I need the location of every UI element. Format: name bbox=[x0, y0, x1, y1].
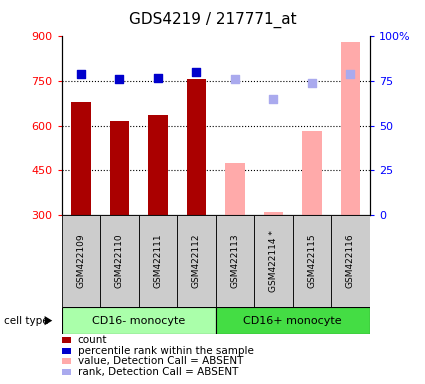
Text: GSM422116: GSM422116 bbox=[346, 234, 355, 288]
Text: value, Detection Call = ABSENT: value, Detection Call = ABSENT bbox=[78, 356, 243, 366]
Bar bbox=[225, 163, 244, 215]
Bar bbox=[62, 348, 71, 354]
Bar bbox=[331, 215, 370, 307]
Point bbox=[77, 71, 84, 77]
Text: CD16+ monocyte: CD16+ monocyte bbox=[244, 316, 342, 326]
Text: rank, Detection Call = ABSENT: rank, Detection Call = ABSENT bbox=[78, 367, 238, 377]
Text: GSM422115: GSM422115 bbox=[307, 234, 317, 288]
Point bbox=[347, 71, 354, 77]
Bar bbox=[62, 215, 100, 307]
Text: GSM422112: GSM422112 bbox=[192, 234, 201, 288]
Bar bbox=[62, 337, 71, 343]
Bar bbox=[341, 43, 360, 215]
Text: count: count bbox=[78, 335, 107, 345]
Point bbox=[270, 96, 277, 102]
Bar bbox=[110, 121, 129, 215]
Point bbox=[193, 69, 200, 75]
Polygon shape bbox=[45, 316, 52, 325]
Bar bbox=[215, 215, 254, 307]
Text: cell type: cell type bbox=[4, 316, 49, 326]
Text: percentile rank within the sample: percentile rank within the sample bbox=[78, 346, 254, 356]
Point bbox=[155, 74, 162, 81]
Bar bbox=[293, 215, 331, 307]
Bar bbox=[62, 358, 71, 364]
Text: CD16- monocyte: CD16- monocyte bbox=[92, 316, 185, 326]
Text: GSM422111: GSM422111 bbox=[153, 234, 162, 288]
Point bbox=[116, 76, 123, 83]
Bar bbox=[302, 131, 322, 215]
Bar bbox=[187, 79, 206, 215]
Bar bbox=[148, 115, 167, 215]
Text: GSM422113: GSM422113 bbox=[230, 234, 239, 288]
Bar bbox=[139, 215, 177, 307]
Bar bbox=[177, 215, 215, 307]
Bar bbox=[100, 215, 139, 307]
Bar bbox=[62, 307, 215, 334]
Bar bbox=[62, 369, 71, 375]
Text: GSM422109: GSM422109 bbox=[76, 234, 85, 288]
Bar bbox=[71, 102, 91, 215]
Bar bbox=[215, 307, 370, 334]
Point bbox=[232, 76, 238, 83]
Bar bbox=[264, 212, 283, 215]
Text: GDS4219 / 217771_at: GDS4219 / 217771_at bbox=[129, 12, 296, 28]
Bar bbox=[254, 215, 293, 307]
Point bbox=[309, 80, 315, 86]
Text: GSM422114 *: GSM422114 * bbox=[269, 230, 278, 292]
Text: GSM422110: GSM422110 bbox=[115, 234, 124, 288]
